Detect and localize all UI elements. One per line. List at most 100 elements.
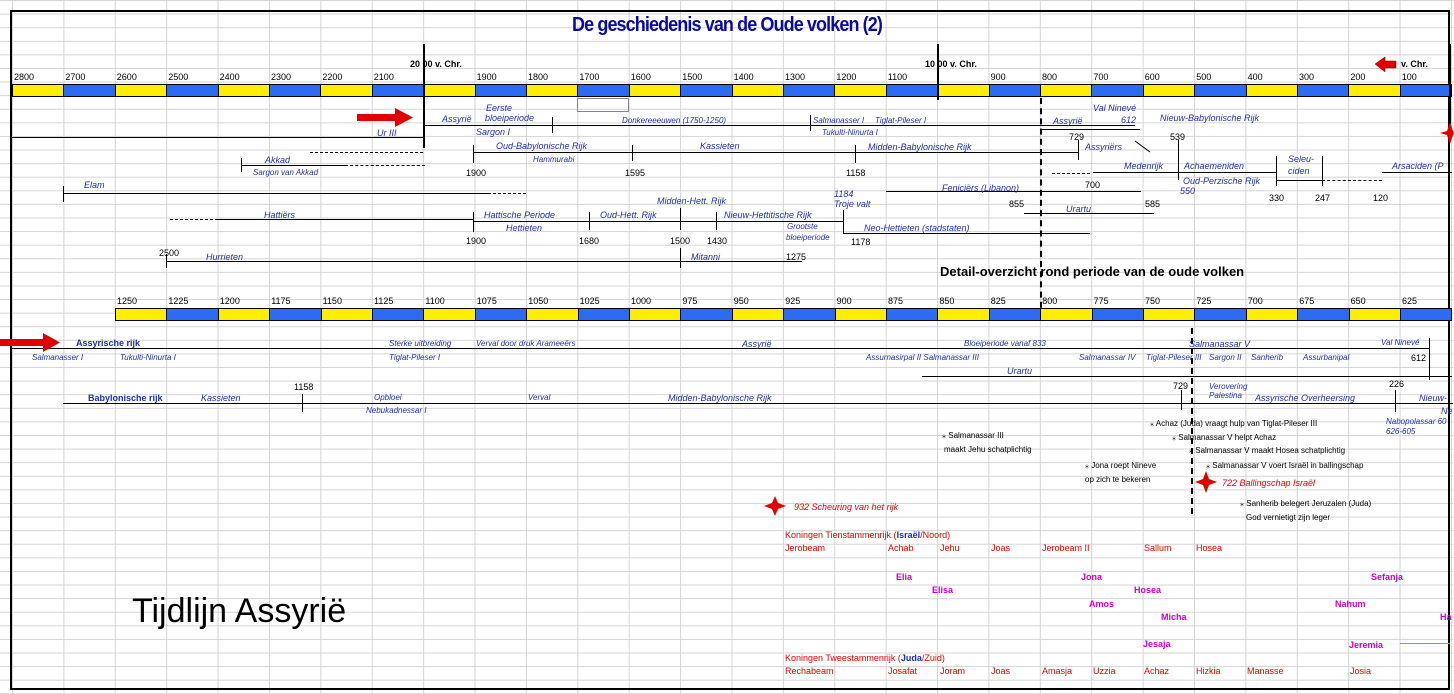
label-ne: Ne (1441, 406, 1453, 416)
label-tiglat1: Tiglat-Pileser I (875, 116, 927, 125)
axis2-tick: 925 (785, 296, 801, 306)
tick-330 (1276, 156, 1277, 186)
marker-2000-line (423, 44, 425, 148)
label-medenrijk: Medenrijk (1124, 161, 1164, 171)
axis2-tick: 1250 (117, 296, 138, 306)
axis1-tick: 1700 (579, 72, 600, 82)
marker-2000-label: 20 00 v. Chr. (410, 59, 462, 69)
tick-2500 (166, 254, 167, 268)
axis2-tick: 975 (682, 296, 698, 306)
label-verval1: Verval door druk Arameeërs (476, 339, 576, 348)
label-hurrieten: Hurrieten (206, 252, 244, 262)
label-tukulti: Tukulti-Ninurta I (822, 128, 878, 137)
label-1178: 1178 (851, 237, 871, 247)
event-jona: ⁎ Jona roept Nineve (1085, 461, 1157, 470)
axis1-tick: 2400 (219, 72, 240, 82)
event-722: 722 Ballingschap Israël (1222, 478, 1316, 488)
label-seleu: Seleu- (1288, 154, 1315, 164)
label-salm1b: Salmanasser I (32, 353, 84, 362)
line-ur3 (10, 137, 423, 138)
event-salm5-achaz: ⁎ Salmanassar V helpt Achaz (1172, 433, 1277, 442)
axis2-tick: 875 (888, 296, 904, 306)
prophet: Amos (1089, 599, 1115, 609)
axis1-tick: 500 (1196, 72, 1212, 82)
axis2-tick: 1000 (631, 296, 652, 306)
king-south: Amasja (1042, 666, 1073, 676)
label-oudperz: Oud-Perzische Rijk (1183, 176, 1261, 186)
label-assyrisch: Assyrische rijk (76, 338, 141, 348)
prophet: Jeremia (1349, 640, 1384, 650)
line-arsaciden (1382, 172, 1452, 173)
label-1158: 1158 (846, 168, 866, 178)
line-mitanni (680, 261, 802, 262)
line-hurrieten (166, 261, 680, 262)
label-assyriers: Assyriërs (1085, 142, 1123, 152)
line-babylonian (473, 152, 1078, 153)
axis2-tick: 750 (1145, 296, 1161, 306)
marker-vchr-label: v. Chr. (1401, 59, 1428, 69)
koningen-zuid-post: /Zuid) (921, 653, 945, 663)
label-nieuwb: Nieuw- (1419, 393, 1448, 403)
label-539: 539 (1170, 132, 1186, 142)
label-2500: 2500 (159, 248, 180, 258)
label-1900a: 1900 (466, 168, 487, 178)
event-sanherib: ⁎ Sanherib belegert Jeruzalen (Juda) (1240, 499, 1372, 508)
label-1680: 1680 (579, 236, 600, 246)
label-1275: 1275 (786, 252, 807, 262)
label-1430: 1430 (707, 236, 728, 246)
line-babylonisch-rijk (63, 403, 1453, 404)
line-elam (63, 193, 488, 194)
event-hosea-text: Salmanassar V maakt Hosea schatplichtig (1195, 446, 1346, 455)
label-assyrie3: Assyrië (742, 339, 772, 349)
label-urartu2: Urartu (1007, 366, 1033, 376)
label-nebukad1: Nebukadnessar I (366, 406, 427, 415)
axis2-tick: 800 (1042, 296, 1058, 306)
label-tukultib: Tukulti-Ninurta I (120, 353, 176, 362)
axis1-tick: 1400 (733, 72, 754, 82)
label-729b: 729 (1173, 381, 1189, 391)
prophet: Jona (1081, 572, 1103, 582)
label-middenbab: Midden-Babylonische Rijk (868, 142, 972, 152)
king-south: Achaz (1144, 666, 1170, 676)
label-donker: Donkereeeuwen (1750-1250) (622, 116, 727, 125)
line-urartu2 (922, 376, 1452, 377)
axis1-tick: 1100 (887, 72, 908, 82)
label-feniciers: Feniciërs (Libanon) (942, 183, 1020, 193)
label-585: 585 (1145, 199, 1161, 209)
axis1-tick: 700 (1093, 72, 1109, 82)
event-achaz: ⁎ Achaz (Juda) vraagt hulp van Tiglat-Pi… (1150, 419, 1318, 428)
label-verval2: Verval (528, 393, 551, 402)
king-north: Achab (888, 543, 914, 553)
king-south: Joram (940, 666, 966, 676)
line-hattiers (218, 219, 473, 220)
label-middenbab2: Midden-Babylonische Rijk (668, 393, 772, 403)
axis2-cell (1400, 308, 1453, 321)
king-north: Sallum (1144, 543, 1172, 553)
label-226: 226 (1389, 379, 1405, 389)
label-assyrie: Assyrië (442, 114, 472, 124)
tick-1500 (680, 208, 681, 230)
dash-ur3 (310, 152, 423, 153)
prophet: Elisa (932, 585, 954, 595)
axis1-tick: 1900 (476, 72, 497, 82)
tick-1430 (716, 212, 717, 230)
label-120: 120 (1373, 193, 1389, 203)
dashed-divider-lower (1191, 328, 1193, 514)
big-title: Tijdlijn Assyrië (132, 592, 347, 630)
label-729: 729 (1069, 132, 1085, 142)
page-title: De geschiedenis van de Oude volken (2) (572, 14, 883, 36)
axis2-tick: 1225 (168, 296, 189, 306)
axis1-tick: 400 (1247, 72, 1263, 82)
dash-akkad (345, 165, 425, 166)
king-north: Joas (991, 543, 1011, 553)
label-1595: 1595 (625, 168, 646, 178)
label-bloeiperiode: bloeiperiode (485, 113, 535, 123)
tick-729 (1078, 140, 1079, 160)
prophet: Sefanja (1371, 572, 1404, 582)
tick-sargon1 (552, 117, 553, 133)
axis1-tick: 1500 (682, 72, 703, 82)
label-nabopol: Nabopolassar 60 (1386, 417, 1447, 426)
axis2-tick: 950 (733, 296, 749, 306)
label-salm5: Salmanassar V (1189, 339, 1251, 349)
prophet: Elia (896, 572, 913, 582)
